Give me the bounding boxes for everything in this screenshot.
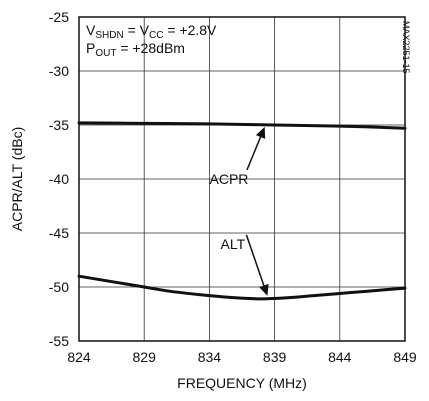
- y-tick-label: -30: [49, 63, 69, 79]
- y-axis-title: ACPR/ALT (dBc): [9, 127, 25, 232]
- annotation-arrow-shaft: [245, 234, 266, 289]
- y-tick-label: -40: [49, 171, 69, 187]
- annotation-arrow-shaft: [246, 133, 263, 171]
- cond1-sub1: SHDN: [95, 30, 123, 41]
- y-tick-label: -35: [49, 117, 69, 133]
- y-tick-label: -50: [49, 279, 69, 295]
- annotation-arrow-head: [259, 283, 269, 296]
- annotation-label-alt: ALT: [221, 236, 246, 252]
- cond2-main: P: [86, 40, 95, 56]
- condition-line-2: POUT = +28dBm: [86, 40, 185, 59]
- part-id: MAX2251-15: [401, 21, 411, 74]
- cond2-tail: = +28dBm: [116, 40, 185, 56]
- x-tick-label: 849: [393, 349, 417, 365]
- annotations: ACPR ALT: [210, 126, 269, 296]
- x-tick-label: 844: [328, 349, 352, 365]
- x-tick-label: 834: [198, 349, 222, 365]
- cond1-main: V: [86, 22, 96, 38]
- series-line-acpr: [77, 121, 407, 130]
- y-tick-label: -55: [49, 333, 69, 349]
- tick-labels: 824 829 834 839 844 849 -25 -30 -35 -40 -45 -50 -55: [49, 9, 417, 365]
- condition-line-1: VSHDN = VCC = +2.8V: [86, 22, 217, 41]
- annotation-label-acpr: ACPR: [210, 171, 249, 187]
- y-tick-label: -25: [49, 9, 69, 25]
- cond2-sub1: OUT: [95, 48, 116, 59]
- series-layer: [77, 121, 407, 301]
- series-line-alt: [77, 274, 407, 301]
- y-tick-label: -45: [49, 225, 69, 241]
- x-tick-label: 839: [263, 349, 287, 365]
- cond1-mid: = V: [124, 22, 150, 38]
- plot-frame: [78, 16, 406, 342]
- annotation-arrow-head: [255, 126, 266, 139]
- x-tick-label: 824: [67, 349, 91, 365]
- cond1-sub2: CC: [149, 30, 163, 41]
- x-tick-label: 829: [133, 349, 157, 365]
- cond1-tail: = +2.8V: [163, 22, 217, 38]
- x-axis-title: FREQUENCY (MHz): [177, 375, 307, 391]
